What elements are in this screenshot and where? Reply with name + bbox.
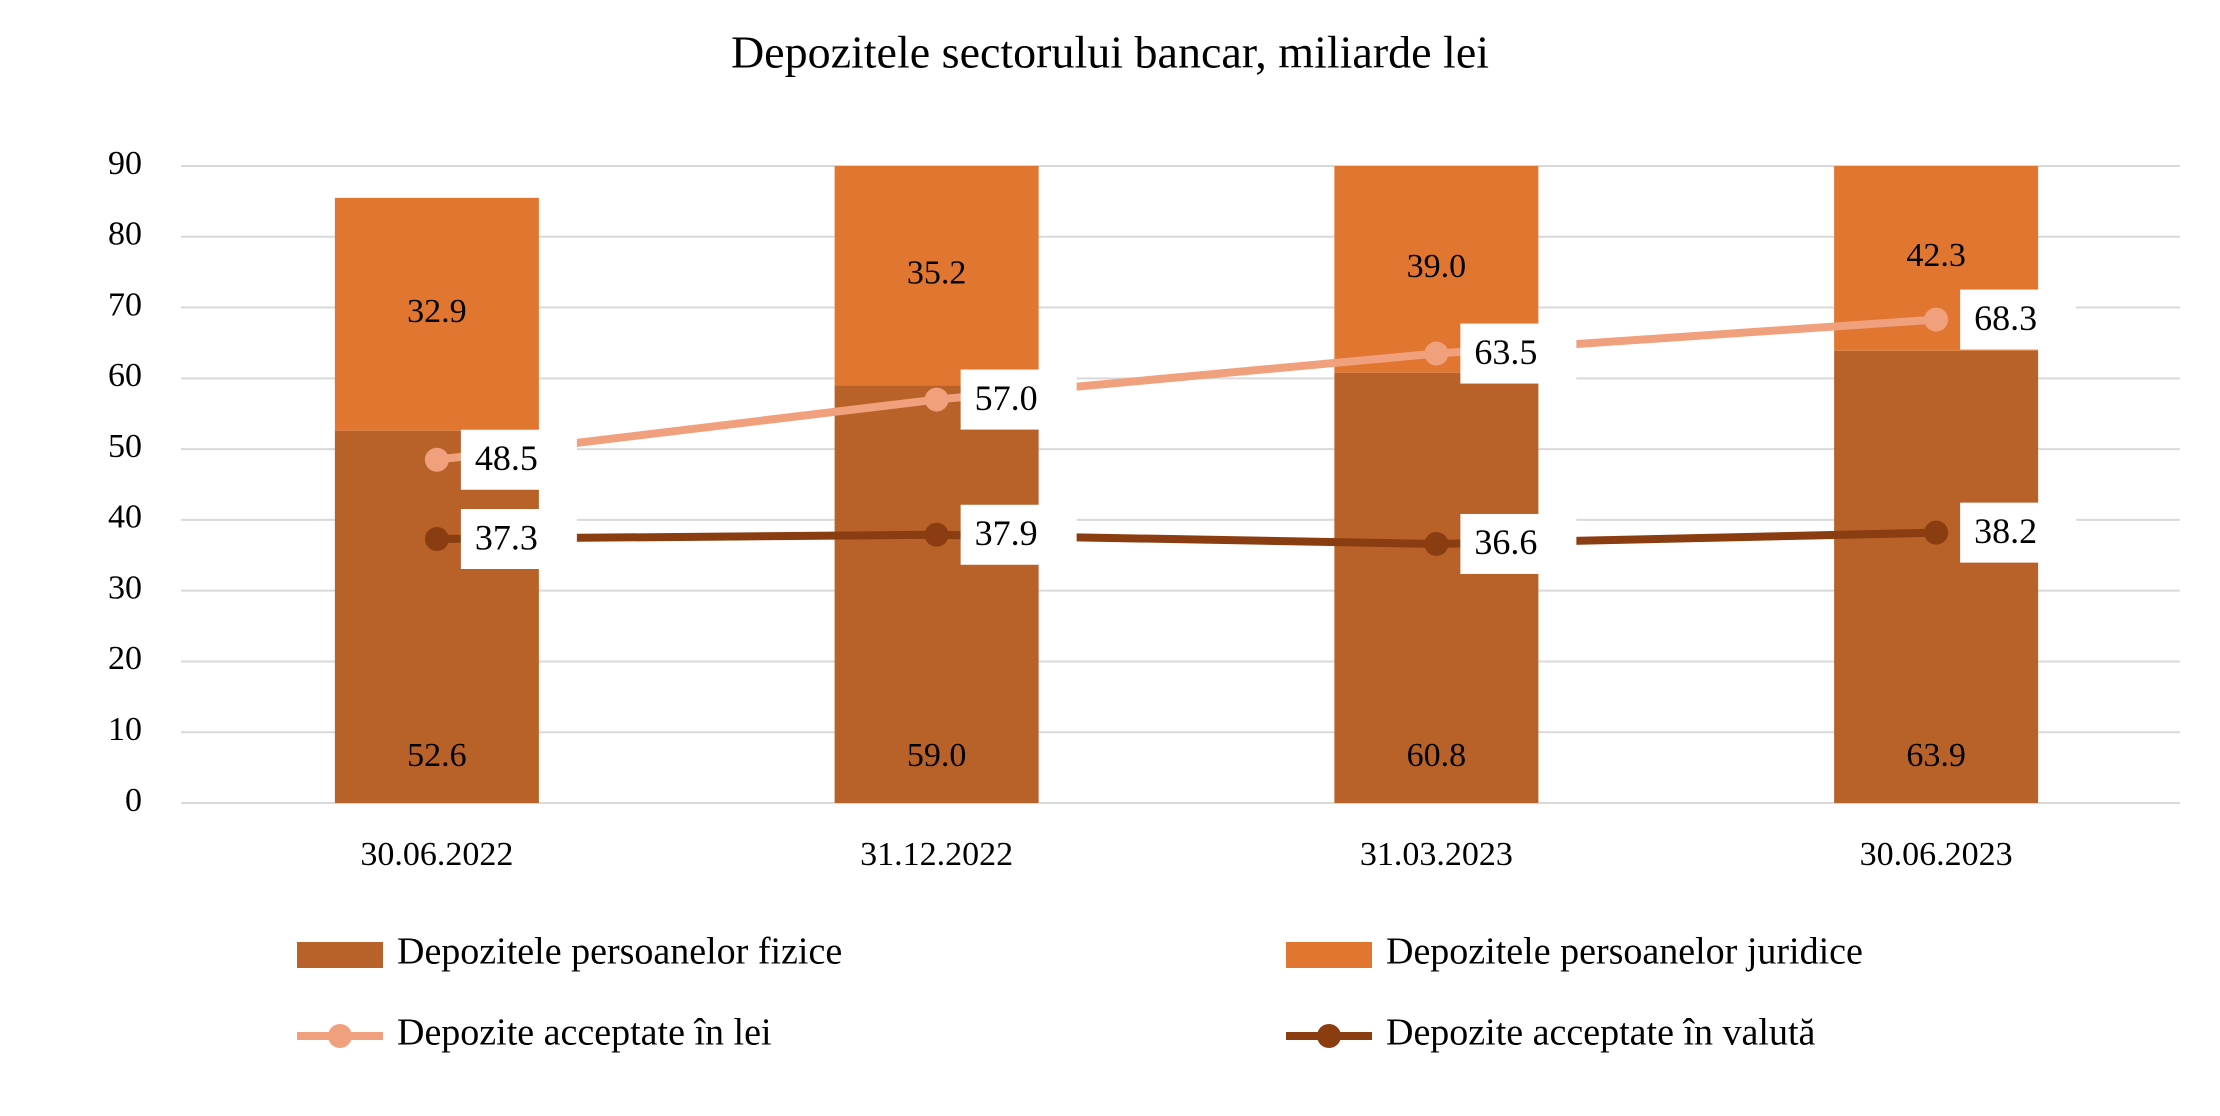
data-label: 42.3 (1906, 237, 1966, 274)
line-marker (924, 387, 949, 412)
legend-swatch (297, 942, 383, 968)
line-marker (1924, 520, 1949, 545)
data-label: 35.2 (907, 255, 967, 292)
y-tick-label: 0 (125, 782, 142, 819)
x-tick-label: 30.06.2023 (1860, 836, 2013, 873)
legend-label: Depozite acceptate în lei (397, 1012, 772, 1054)
data-label: 59.0 (907, 737, 967, 774)
bar-segment (334, 197, 539, 431)
label-box (1960, 289, 2077, 350)
y-tick-label: 70 (108, 286, 142, 323)
bar-segment (834, 166, 1039, 386)
label-box (460, 429, 577, 490)
line (436, 528, 1937, 548)
data-label: 36.6 (1474, 522, 1537, 562)
data-label: 63.9 (1906, 737, 1966, 774)
legend-label: Depozite acceptate în valută (1386, 1012, 1816, 1054)
line (436, 315, 1937, 464)
label-box (460, 508, 577, 569)
data-label: 38.2 (1974, 511, 2037, 551)
line-marker (1424, 531, 1449, 556)
data-label: 37.9 (975, 513, 1038, 553)
x-tick-label: 31.03.2023 (1360, 836, 1513, 873)
data-label: 60.8 (1407, 737, 1467, 774)
line-marker (424, 526, 449, 551)
y-tick-label: 10 (108, 711, 142, 748)
label-box (960, 369, 1077, 430)
bar-segment (834, 385, 1039, 803)
legend-label: Depozitele persoanelor juridice (1386, 931, 1863, 973)
data-label: 48.5 (475, 438, 538, 478)
data-label: 32.9 (407, 293, 467, 330)
y-tick-label: 20 (108, 640, 142, 677)
label-box (1460, 513, 1577, 574)
data-label: 63.5 (1474, 332, 1537, 372)
chart-title: Depozitele sectorului bancar, miliarde l… (731, 27, 1489, 78)
y-tick-label: 80 (108, 216, 142, 253)
data-label: 37.3 (475, 517, 538, 557)
bar-segment (1834, 350, 2039, 803)
data-label: 52.6 (407, 737, 467, 774)
x-tick-label: 30.06.2022 (360, 836, 513, 873)
line-marker (424, 447, 449, 472)
line-marker (1924, 307, 1949, 332)
legend-label: Depozitele persoanelor fizice (397, 931, 842, 973)
y-tick-label: 30 (108, 569, 142, 606)
label-box (1460, 323, 1577, 384)
bar-segment (334, 430, 539, 803)
legend-marker (1317, 1024, 1341, 1048)
line-marker (924, 522, 949, 547)
data-label: 57.0 (975, 378, 1038, 418)
x-tick-label: 31.12.2022 (860, 836, 1013, 873)
y-tick-label: 90 (108, 145, 142, 182)
legend-swatch (1286, 942, 1372, 968)
y-tick-label: 40 (108, 499, 142, 536)
y-tick-label: 50 (108, 428, 142, 465)
legend-marker (328, 1024, 352, 1048)
data-label: 68.3 (1974, 298, 2037, 338)
line-marker (1424, 341, 1449, 366)
data-label: 39.0 (1407, 248, 1467, 285)
label-box (960, 504, 1077, 565)
y-tick-label: 60 (108, 357, 142, 394)
bar-segment (1334, 372, 1539, 803)
label-box (1960, 502, 2077, 563)
